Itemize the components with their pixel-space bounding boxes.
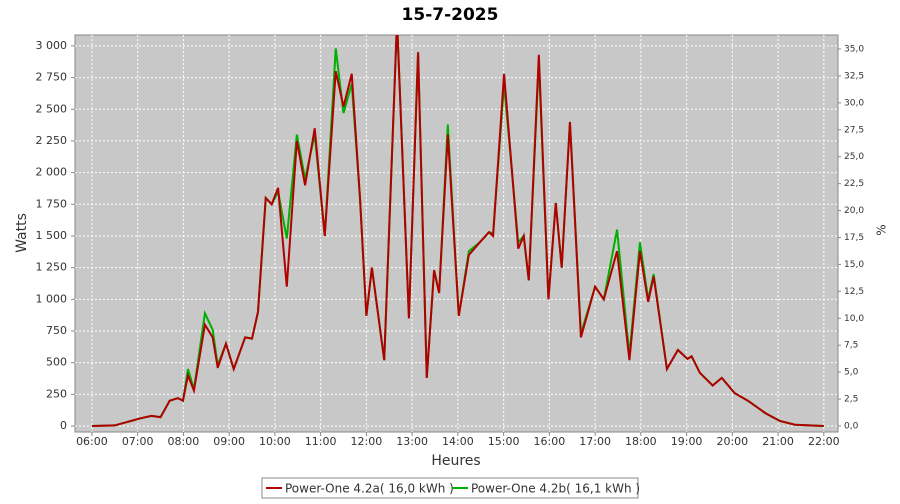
y-tick-label: 750 xyxy=(46,324,67,337)
y-tick-label: 2 250 xyxy=(36,134,68,147)
y2-tick-label: 25,0 xyxy=(844,152,864,162)
y2-tick-label: 5,0 xyxy=(844,368,859,378)
y2-tick-label: 22,5 xyxy=(844,179,864,189)
y-tick-label: 2 750 xyxy=(36,71,68,84)
y-tick-label: 1 250 xyxy=(36,261,68,274)
chart-title: 15-7-2025 xyxy=(402,5,499,25)
series-line xyxy=(91,35,824,428)
legend xyxy=(261,477,639,499)
y-tick-label: 1 500 xyxy=(36,229,68,242)
plot-area xyxy=(74,34,839,433)
x-axis-label: Heures xyxy=(431,453,480,469)
y2-tick-label: 10,0 xyxy=(844,314,864,324)
x-tick-label: 20:00 xyxy=(716,435,748,448)
x-tick-label: 17:00 xyxy=(579,435,611,448)
x-tick-label: 11:00 xyxy=(305,435,337,448)
x-tick-label: 18:00 xyxy=(625,435,657,448)
y-axis-label: Watts xyxy=(14,213,30,253)
x-tick-label: 07:00 xyxy=(122,435,154,448)
y-tick-label: 3 000 xyxy=(36,39,68,52)
y2-tick-label: 2,5 xyxy=(844,395,858,405)
x-tick-label: 21:00 xyxy=(762,435,794,448)
x-tick-label: 22:00 xyxy=(808,435,840,448)
x-tick-label: 13:00 xyxy=(396,435,428,448)
y-tick-label: 2 500 xyxy=(36,102,68,115)
x-tick-label: 15:00 xyxy=(488,435,520,448)
y2-tick-label: 12,5 xyxy=(844,287,864,297)
y2-tick-label: 7,5 xyxy=(844,341,858,351)
y2-tick-label: 32,5 xyxy=(844,71,864,81)
x-tick-label: 12:00 xyxy=(351,435,383,448)
y-tick-label: 1 750 xyxy=(36,197,68,210)
y-tick-label: 250 xyxy=(46,387,67,400)
y2-tick-label: 35,0 xyxy=(844,45,864,55)
x-tick-label: 09:00 xyxy=(213,435,245,448)
y2-axis-label: % xyxy=(875,224,889,235)
y2-tick-label: 0,0 xyxy=(844,421,859,431)
legend-label: Power-One 4.2a( 16,0 kWh ) xyxy=(285,482,454,496)
y-tick-label: 1 000 xyxy=(36,292,68,305)
x-tick-label: 19:00 xyxy=(671,435,703,448)
y2-tick-label: 20,0 xyxy=(844,206,864,216)
x-tick-label: 10:00 xyxy=(259,435,291,448)
y2-tick-label: 27,5 xyxy=(844,125,864,135)
legend-label: Power-One 4.2b( 16,1 kWh ) xyxy=(471,482,640,496)
y-tick-label: 0 xyxy=(60,419,67,432)
y2-tick-label: 30,0 xyxy=(844,98,864,108)
x-tick-label: 14:00 xyxy=(442,435,474,448)
y-tick-label: 500 xyxy=(46,356,67,369)
x-tick-label: 16:00 xyxy=(534,435,566,448)
y2-tick-label: 17,5 xyxy=(844,233,864,243)
x-tick-label: 06:00 xyxy=(76,435,108,448)
y-tick-label: 2 000 xyxy=(36,166,68,179)
x-tick-label: 08:00 xyxy=(168,435,200,448)
y2-tick-label: 15,0 xyxy=(844,260,864,270)
